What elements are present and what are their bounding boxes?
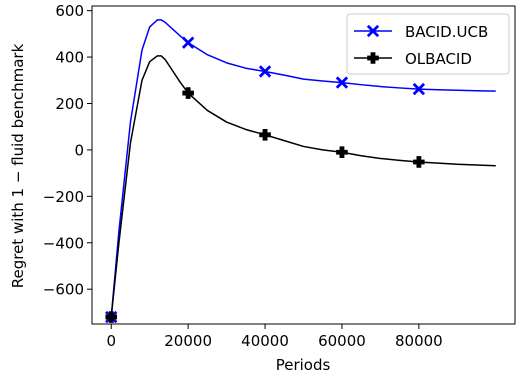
y-tick-label: 400 bbox=[55, 49, 84, 67]
data-point-olbacid bbox=[182, 87, 194, 99]
legend-marker-bacid-ucb bbox=[366, 24, 380, 38]
legend-entry-olbacid: OLBACID bbox=[354, 50, 472, 68]
y-axis-ticks: −600 −400 −200 0 200 400 600 bbox=[43, 2, 92, 299]
x-axis-ticks: 0 20000 40000 60000 80000 bbox=[106, 324, 443, 350]
plot-frame bbox=[91, 5, 516, 325]
legend-entry-bacid-ucb: BACID.UCB bbox=[354, 23, 488, 41]
marker-layer bbox=[105, 36, 426, 324]
data-point-bacid-ucb bbox=[412, 82, 426, 96]
legend-box bbox=[346, 13, 510, 75]
y-tick-label: 600 bbox=[55, 2, 84, 20]
y-tick-label: 200 bbox=[55, 95, 84, 113]
data-point-bacid-ucb bbox=[335, 76, 349, 89]
data-point-olbacid bbox=[413, 156, 425, 168]
series-line-bacid-ucb bbox=[110, 19, 496, 318]
x-tick-label: 0 bbox=[106, 332, 116, 350]
legend-marker-olbacid bbox=[367, 52, 379, 64]
data-point-bacid-ucb bbox=[181, 36, 195, 49]
legend-marker-bacid-ucb bbox=[366, 24, 380, 38]
y-axis-label: Regret with 1 − fluid benchmark bbox=[9, 43, 27, 288]
data-point-olbacid bbox=[105, 311, 118, 323]
y-tick-label: −400 bbox=[43, 234, 84, 252]
legend-marker-olbacid bbox=[367, 52, 379, 64]
series-layer bbox=[110, 19, 496, 318]
data-point-bacid-ucb bbox=[258, 65, 272, 78]
x-tick-label: 20000 bbox=[164, 332, 212, 350]
series-line-olbacid bbox=[110, 55, 496, 318]
legend: BACID.UCB OLBACID bbox=[346, 13, 510, 75]
x-tick-label: 80000 bbox=[395, 332, 443, 350]
x-axis-label: Periods bbox=[276, 356, 331, 374]
x-tick-label: 60000 bbox=[318, 332, 366, 350]
y-tick-label: −200 bbox=[43, 188, 84, 206]
x-tick-label: 40000 bbox=[241, 332, 289, 350]
y-tick-label: −600 bbox=[43, 281, 84, 299]
y-tick-label: 0 bbox=[74, 141, 84, 159]
legend-label-bacid-ucb: BACID.UCB bbox=[405, 23, 488, 41]
data-point-olbacid bbox=[259, 129, 271, 141]
legend-label-olbacid: OLBACID bbox=[405, 50, 472, 68]
data-point-olbacid bbox=[336, 146, 348, 159]
